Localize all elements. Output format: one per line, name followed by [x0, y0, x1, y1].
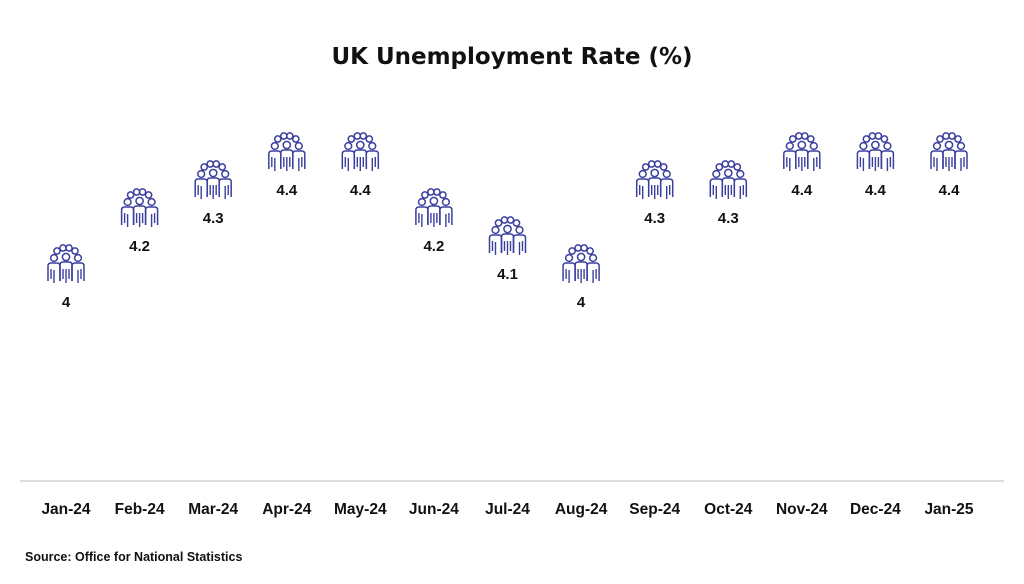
x-tick-label: Jan-25 [924, 501, 973, 518]
data-point-icon [709, 160, 748, 200]
data-point-icon [341, 132, 380, 172]
data-point-icon [194, 160, 232, 200]
x-tick-label: Oct-24 [704, 501, 753, 518]
data-label: 4.3 [644, 210, 665, 227]
data-point-icon [856, 132, 895, 172]
data-label: 4.3 [203, 210, 224, 227]
x-tick-label: Aug-24 [555, 501, 608, 518]
data-label: 4.4 [276, 182, 298, 199]
data-label: 4.4 [865, 182, 887, 199]
data-label: 4 [577, 294, 586, 311]
data-point-icon [120, 188, 159, 228]
x-tick-label: May-24 [334, 501, 387, 518]
x-tick-label: Nov-24 [776, 501, 828, 518]
plot-area: 4 4.2 4.3 4.4 4.4 4.2 4.1 4 4.3 4.3 4.4 4.4 4.4 [47, 132, 968, 311]
x-tick-label: Mar-24 [188, 501, 238, 518]
x-tick-label: Sep-24 [629, 501, 680, 518]
x-tick-label: Jun-24 [409, 501, 459, 518]
data-point-icon [268, 132, 306, 172]
x-tick-label: Jan-24 [41, 501, 90, 518]
data-point-icon [415, 188, 453, 228]
data-label: 4 [62, 294, 71, 311]
chart-title: UK Unemployment Rate (%) [331, 44, 692, 70]
data-point-icon [635, 160, 674, 200]
x-tick-label: Feb-24 [115, 501, 165, 518]
data-label: 4.3 [718, 210, 739, 227]
x-tick-label: Apr-24 [262, 501, 311, 518]
data-label: 4.4 [791, 182, 813, 199]
data-label: 4.4 [939, 182, 961, 199]
source-note: Source: Office for National Statistics [25, 550, 242, 564]
x-tick-label: Dec-24 [850, 501, 901, 518]
data-point-icon [783, 132, 821, 172]
x-axis-tick-labels: Jan-24 Feb-24 Mar-24 Apr-24 May-24 Jun-24 Jul-… [41, 501, 973, 518]
data-label: 4.4 [350, 182, 372, 199]
data-label: 4.2 [129, 238, 150, 255]
data-label: 4.1 [497, 266, 518, 283]
data-point-icon [562, 244, 600, 284]
data-point-icon [488, 216, 527, 256]
data-point-icon [47, 244, 85, 284]
x-tick-label: Jul-24 [485, 501, 530, 518]
data-label: 4.2 [423, 238, 444, 255]
data-point-icon [930, 132, 968, 172]
